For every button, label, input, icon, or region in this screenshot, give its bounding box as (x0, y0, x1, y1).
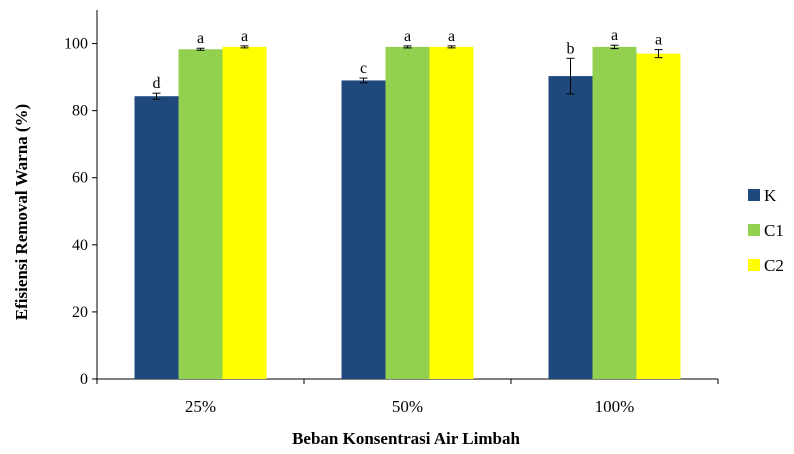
legend-swatch-k (748, 189, 760, 201)
legend-swatch-c2 (748, 259, 760, 271)
bar-c2-2 (429, 46, 474, 380)
bars (134, 46, 681, 380)
significance-letter: a (241, 28, 248, 45)
bar-c2-1 (222, 46, 267, 380)
significance-letter: a (448, 28, 455, 45)
significance-labels: d a a c a a b a a (153, 27, 663, 92)
bar-c2-3 (636, 53, 681, 379)
y-tick-label: 100 (64, 36, 88, 53)
y-tick-label: 0 (80, 371, 88, 388)
y-tick-label: 20 (72, 304, 88, 321)
significance-letter: b (567, 40, 575, 57)
significance-letter: a (404, 28, 411, 45)
significance-letter: a (197, 30, 204, 47)
y-tick-label: 40 (72, 237, 88, 254)
significance-letter: a (611, 27, 618, 44)
error-bars (152, 44, 663, 100)
legend: K C1 C2 (748, 186, 784, 275)
x-tick-label: 50% (392, 397, 423, 416)
bar-c1-3 (592, 46, 637, 380)
y-axis-ticks: 0 20 40 60 80 100 (64, 36, 97, 388)
significance-letter: d (153, 75, 161, 92)
y-tick-label: 60 (72, 170, 88, 187)
significance-letter: c (360, 60, 367, 77)
bar-k-3 (548, 76, 593, 380)
bar-k-1 (134, 96, 179, 379)
significance-letter: a (655, 32, 662, 49)
x-tick-label: 25% (185, 397, 216, 416)
x-tick-label: 100% (595, 397, 635, 416)
legend-swatch-c1 (748, 224, 760, 236)
x-axis-title: Beban Konsentrasi Air Limbah (292, 429, 520, 448)
x-axis-ticks: 25% 50% 100% (96, 379, 719, 416)
bar-c1-1 (178, 49, 223, 380)
y-axis-title: Efisiensi Removal Warna (%) (12, 104, 31, 320)
bar-k-2 (341, 80, 386, 379)
legend-label-c1: C1 (764, 221, 784, 240)
bar-c1-2 (385, 46, 430, 380)
legend-label-k: K (764, 186, 777, 205)
y-tick-label: 80 (72, 103, 88, 120)
legend-label-c2: C2 (764, 256, 784, 275)
